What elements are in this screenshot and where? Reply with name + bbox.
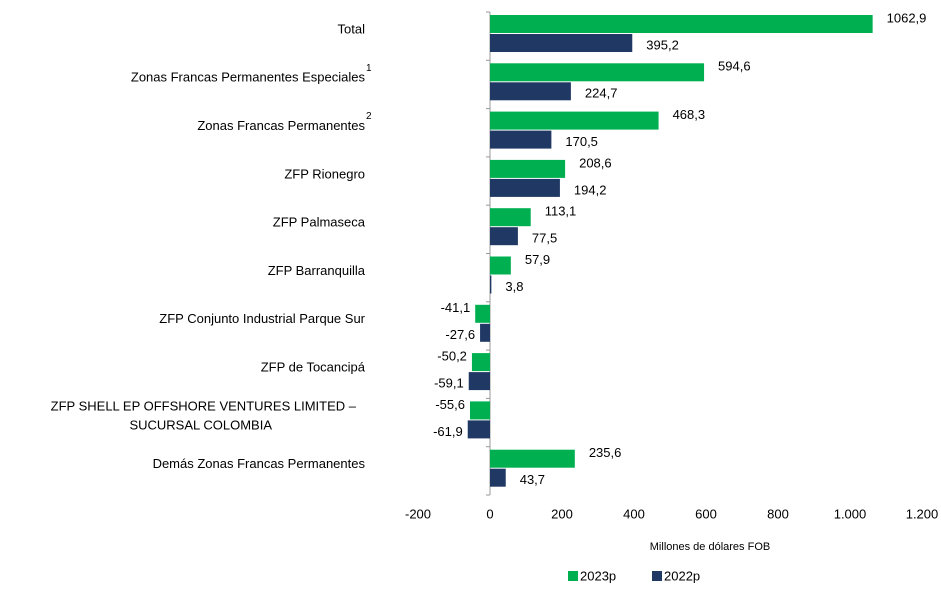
x-tick-label: 400 — [623, 506, 645, 521]
value-label: 594,6 — [718, 59, 751, 74]
value-label: 395,2 — [646, 37, 679, 52]
x-tick-label: 1.000 — [834, 506, 867, 521]
x-axis-title: Millones de dólares FOB — [650, 541, 770, 553]
x-tick-label: 0 — [486, 506, 493, 521]
value-label: 77,5 — [532, 231, 557, 246]
bar — [468, 372, 490, 391]
bar — [475, 304, 490, 323]
value-label: 1062,9 — [887, 10, 927, 25]
legend-label: 2022p — [664, 568, 700, 583]
value-label: 57,9 — [525, 252, 550, 267]
category-label-line: ZFP SHELL EP OFFSHORE VENTURES LIMITED – — [51, 399, 357, 414]
category-note: 1 — [366, 63, 372, 74]
bar — [467, 420, 490, 439]
bar — [480, 323, 490, 342]
bar — [490, 130, 552, 149]
legend-swatch — [652, 571, 662, 581]
bar — [490, 15, 873, 33]
value-label: 468,3 — [673, 107, 706, 122]
value-label: 3,8 — [505, 279, 523, 294]
legend-swatch — [568, 571, 578, 581]
category-label: Demás Zonas Francas Permanentes — [153, 456, 366, 471]
value-label: 224,7 — [585, 86, 618, 101]
category-label-line: SUCURSAL COLOMBIA — [129, 418, 272, 433]
value-label: -55,6 — [435, 397, 465, 412]
category-label: Total — [338, 21, 366, 36]
bar — [490, 208, 531, 227]
bar — [490, 256, 511, 275]
bar — [490, 34, 633, 52]
category-label: Zonas Francas Permanentes — [197, 118, 365, 133]
value-label: -59,1 — [434, 376, 464, 391]
legend-label: 2023p — [580, 568, 616, 583]
category-label: ZFP de Tocancipá — [261, 360, 366, 375]
category-label: ZFP Conjunto Industrial Parque Sur — [159, 311, 365, 326]
bar — [490, 63, 705, 82]
bar — [469, 401, 490, 420]
bar — [490, 275, 492, 294]
bar — [490, 159, 566, 178]
value-label: 208,6 — [579, 155, 612, 170]
category-label: ZFP Barranquilla — [268, 263, 366, 278]
bar — [490, 449, 575, 468]
value-label: 43,7 — [520, 472, 545, 487]
x-tick-label: 800 — [767, 506, 789, 521]
bar — [490, 227, 518, 246]
bar — [471, 353, 490, 372]
bar — [490, 468, 506, 487]
x-tick-label: 1.200 — [906, 506, 939, 521]
category-label: ZFP SHELL EP OFFSHORE VENTURES LIMITED –… — [51, 399, 357, 433]
value-label: -27,6 — [445, 327, 475, 342]
value-label: 235,6 — [589, 445, 622, 460]
value-label: -61,9 — [433, 424, 463, 439]
value-label: 194,2 — [574, 182, 607, 197]
category-label: ZFP Rionegro — [284, 166, 365, 181]
category-note: 2 — [366, 111, 372, 122]
category-label: Zonas Francas Permanentes Especiales — [131, 70, 366, 85]
value-label: 170,5 — [565, 134, 598, 149]
value-label: 113,1 — [545, 204, 577, 219]
bar — [490, 111, 659, 130]
bar — [490, 82, 571, 101]
category-label: ZFP Palmaseca — [273, 215, 366, 230]
x-tick-label: 600 — [695, 506, 717, 521]
value-label: -50,2 — [437, 349, 467, 364]
bar — [490, 178, 560, 197]
value-label: -41,1 — [441, 300, 471, 315]
x-tick-label: 200 — [551, 506, 573, 521]
x-tick-label: -200 — [405, 506, 431, 521]
